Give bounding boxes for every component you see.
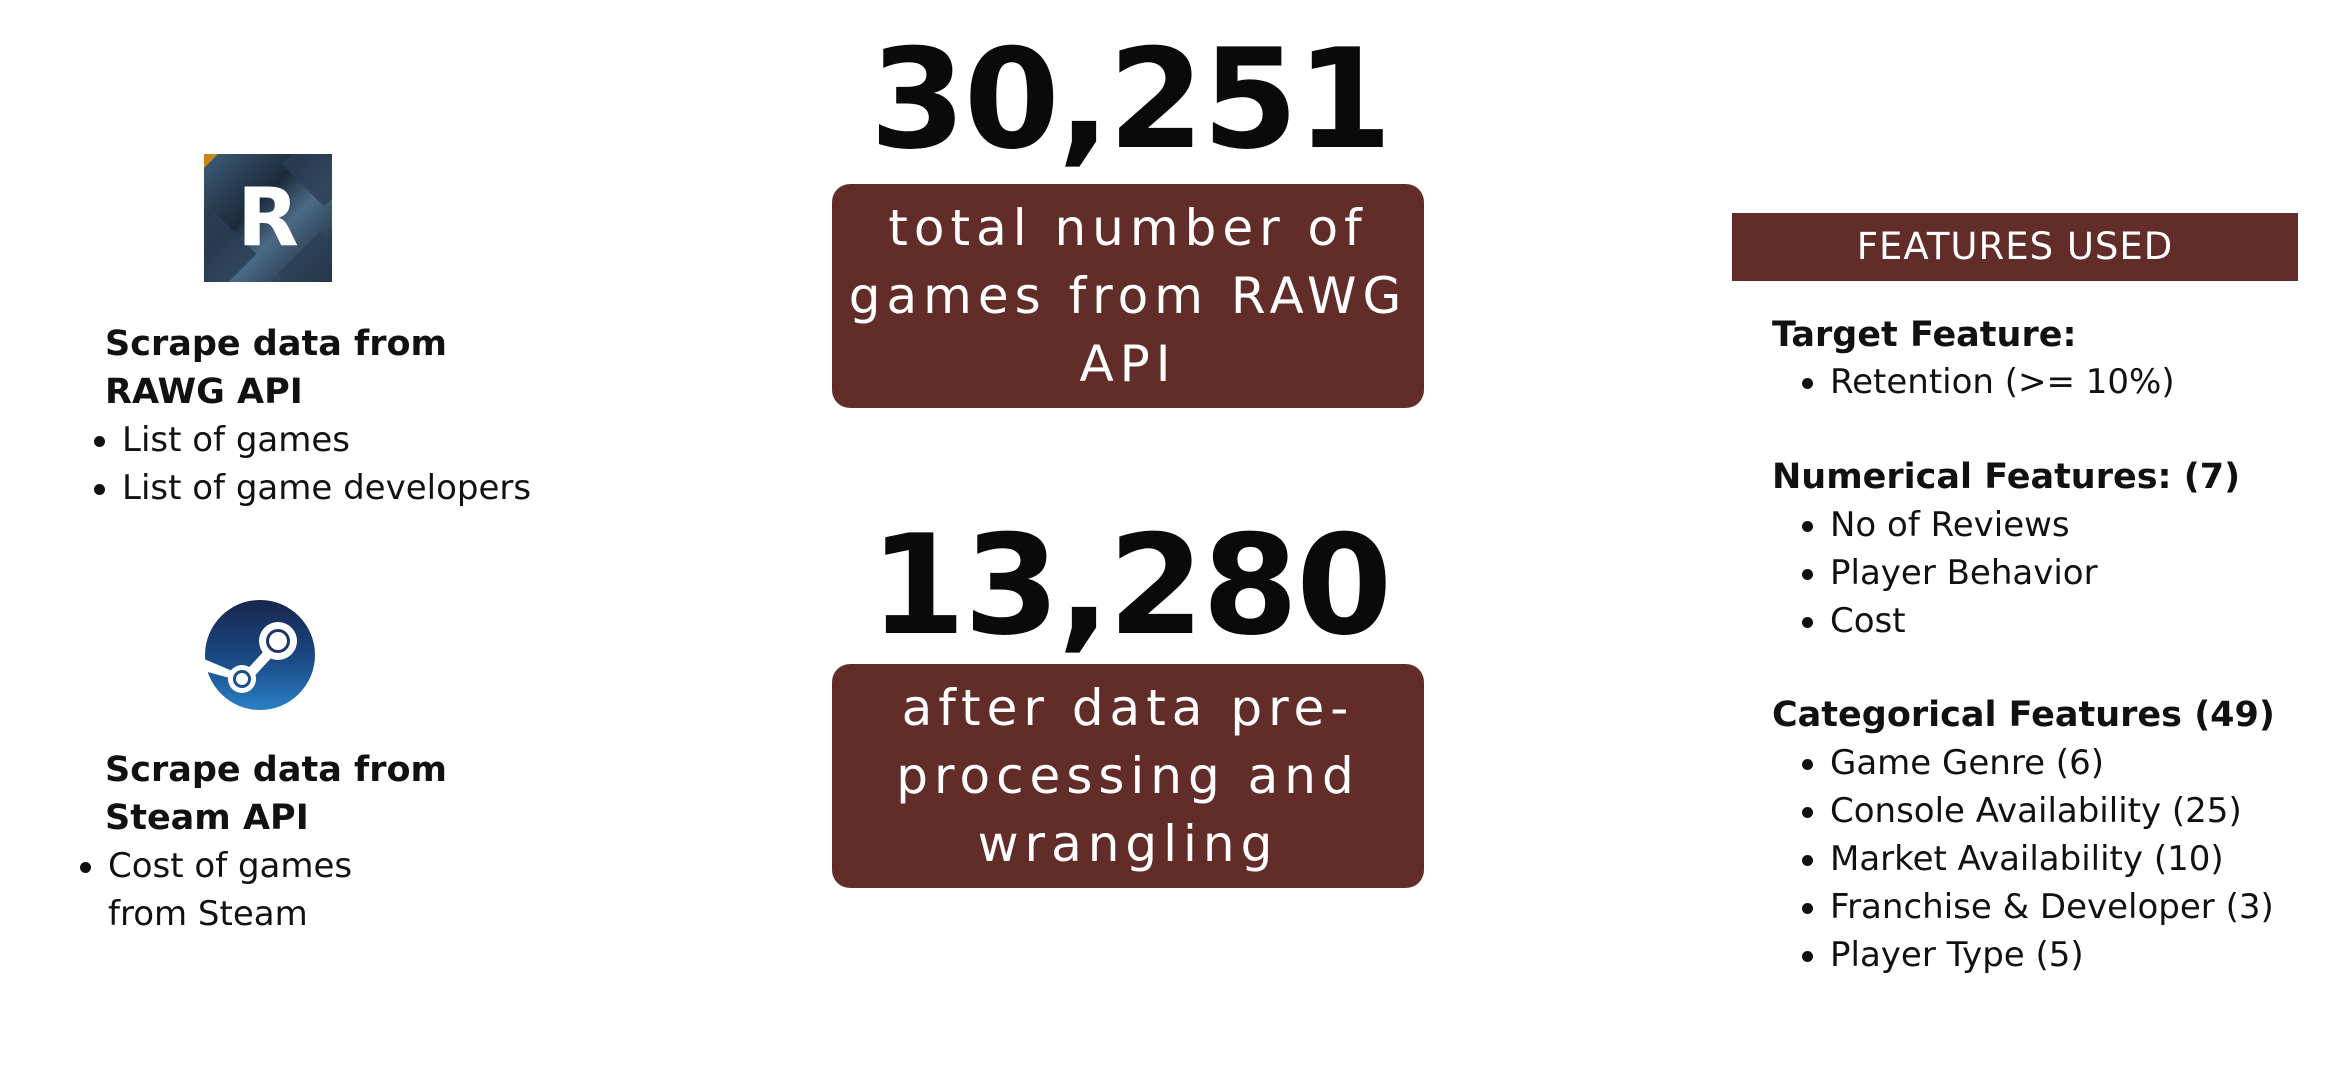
features-header: FEATURES USED: [1732, 213, 2298, 281]
rawg-source-title: Scrape data from RAWG API: [105, 320, 447, 416]
list-item: Player Type (5): [1800, 931, 2274, 979]
steam-data-list: Cost of games from Steam: [78, 842, 352, 938]
target-feature-list: Retention (>= 10%): [1800, 358, 2175, 406]
processed-games-number: 13,280: [869, 505, 1393, 666]
target-feature-title: Target Feature:: [1772, 315, 2077, 355]
steam-logo: [204, 600, 315, 710]
list-item: Game Genre (6): [1800, 739, 2274, 787]
categorical-features-list: Game Genre (6) Console Availability (25)…: [1800, 739, 2274, 979]
rawg-title-line1: Scrape data from: [105, 324, 448, 364]
caption-line: after data pre-: [901, 679, 1355, 737]
steam-source-title: Scrape data from Steam API: [105, 746, 447, 842]
steam-title-line2: Steam API: [105, 798, 309, 838]
list-item-line1: Cost of games: [108, 846, 353, 886]
caption-line: wrangling: [977, 815, 1279, 873]
caption-line: games from RAWG: [848, 267, 1408, 325]
list-item: List of games: [92, 416, 531, 464]
total-games-number: 30,251: [869, 19, 1393, 180]
list-item: No of Reviews: [1800, 501, 2098, 549]
total-games-caption-box: total number of games from RAWG API: [832, 184, 1424, 408]
numerical-features-list: No of Reviews Player Behavior Cost: [1800, 501, 2098, 645]
list-item-line2: from Steam: [108, 894, 308, 934]
rawg-data-list: List of games List of game developers: [92, 416, 531, 512]
rawg-logo: R: [204, 154, 332, 282]
list-item: List of game developers: [92, 464, 531, 512]
list-item: Cost: [1800, 597, 2098, 645]
list-item: Franchise & Developer (3): [1800, 883, 2274, 931]
categorical-features-title: Categorical Features (49): [1772, 695, 2275, 735]
list-item: Console Availability (25): [1800, 787, 2274, 835]
list-item: Retention (>= 10%): [1800, 358, 2175, 406]
caption-line: API: [1079, 335, 1177, 393]
rawg-title-line2: RAWG API: [105, 372, 303, 412]
steam-title-line1: Scrape data from: [105, 750, 448, 790]
caption-line: total number of: [888, 199, 1368, 257]
list-item: Player Behavior: [1800, 549, 2098, 597]
processed-games-caption-box: after data pre- processing and wrangling: [832, 664, 1424, 888]
numerical-features-title: Numerical Features: (7): [1772, 457, 2241, 497]
list-item: Cost of games from Steam: [78, 842, 352, 938]
rawg-logo-letter: R: [237, 171, 299, 264]
caption-line: processing and: [896, 747, 1360, 805]
logo-corner: [204, 154, 218, 168]
list-item: Market Availability (10): [1800, 835, 2274, 883]
